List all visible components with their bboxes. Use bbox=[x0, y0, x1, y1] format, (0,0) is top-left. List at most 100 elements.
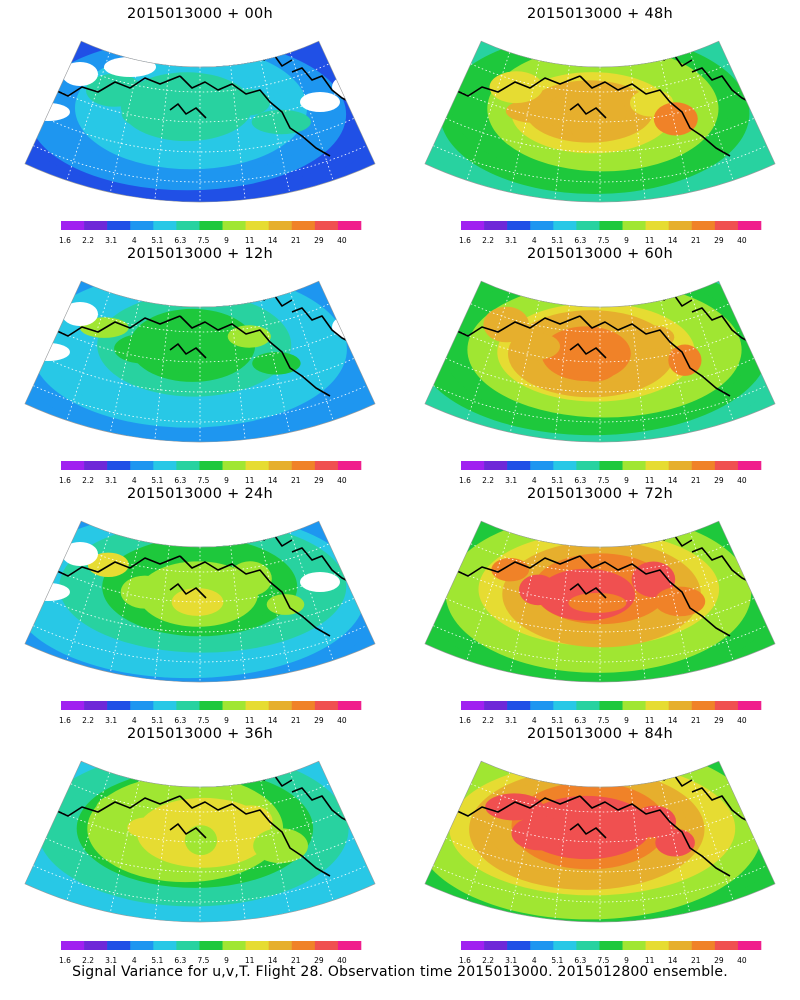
coastline bbox=[179, 795, 331, 877]
map-panel-00h: 2015013000 + 00h 1.6 2.2 3.1 4 5.1 6.3 7.5 9 11 1… bbox=[0, 0, 400, 245]
colorbar-tick-label: 11 bbox=[645, 476, 655, 485]
no-data-patch bbox=[300, 92, 340, 112]
coastline bbox=[569, 343, 607, 359]
colorbar-swatch bbox=[553, 941, 577, 950]
colorbar-swatch bbox=[622, 701, 646, 710]
coastline bbox=[39, 75, 181, 97]
colorbar-tick-label: 40 bbox=[337, 956, 347, 965]
colorbar-swatch bbox=[245, 941, 269, 950]
contour-core bbox=[120, 575, 170, 609]
meridian-line bbox=[260, 60, 290, 193]
contour-core bbox=[184, 825, 218, 856]
contour-core bbox=[653, 102, 698, 136]
colorbar-swatch bbox=[337, 701, 362, 710]
colorbar-tick-label: 6.3 bbox=[574, 716, 586, 725]
colorbar-tick-label: 14 bbox=[268, 716, 278, 725]
colorbar-swatch bbox=[222, 941, 246, 950]
meridian-line bbox=[660, 60, 690, 193]
panel-title: 2015013000 + 00h bbox=[126, 6, 274, 22]
meridian-line bbox=[289, 772, 334, 901]
colorbar-swatch bbox=[691, 221, 716, 230]
map-panel-12h: 2015013000 + 12h 1.6 2.2 3.1 4 5.1 6.3 7.5 9 11 1… bbox=[0, 240, 400, 485]
panel-title: 2015013000 + 60h bbox=[526, 246, 674, 262]
contour-core bbox=[581, 830, 621, 853]
meridian-line bbox=[154, 545, 170, 680]
meridian-line bbox=[230, 545, 246, 680]
latitude-line bbox=[433, 385, 767, 423]
colorbar-swatch bbox=[199, 941, 223, 950]
colorbar-tick-label: 5.1 bbox=[151, 716, 163, 725]
colorbar-tick-label: 2.2 bbox=[82, 716, 94, 725]
colorbar-tick-label: 7.5 bbox=[197, 716, 209, 725]
colorbar-tick-label: 4 bbox=[532, 236, 537, 245]
colorbar-swatch bbox=[737, 221, 762, 230]
meridian-line bbox=[630, 305, 646, 440]
colorbar-tick-label: 21 bbox=[291, 236, 301, 245]
meridian-line bbox=[660, 540, 690, 673]
colorbar-swatch bbox=[130, 941, 154, 950]
contour-core bbox=[86, 73, 143, 107]
colorbar-tick-label: 1.6 bbox=[59, 716, 71, 725]
contour-core bbox=[519, 574, 557, 606]
panel-title: 2015013000 + 24h bbox=[126, 486, 274, 502]
colorbar-swatch bbox=[645, 941, 669, 950]
contour-core bbox=[87, 552, 129, 577]
meridian-line bbox=[630, 785, 646, 920]
map-border bbox=[24, 40, 376, 203]
colorbar-tick-label: 6.3 bbox=[174, 956, 186, 965]
colorbar-swatch bbox=[268, 941, 293, 950]
no-data-patch bbox=[26, 103, 70, 121]
colorbar-swatch bbox=[599, 701, 623, 710]
contour-core bbox=[253, 828, 308, 864]
colorbar-swatch bbox=[222, 701, 246, 710]
colorbar-tick-label: 5.1 bbox=[551, 716, 563, 725]
colorbar: 1.6 2.2 3.1 4 5.1 6.3 7.5 9 11 14 21 29 40 bbox=[459, 701, 762, 725]
map-border bbox=[24, 280, 376, 443]
colorbar-tick-label: 7.5 bbox=[197, 236, 209, 245]
meridian-line bbox=[630, 545, 646, 680]
contour-core bbox=[171, 588, 224, 616]
colorbar-tick-label: 29 bbox=[714, 236, 724, 245]
colorbar-tick-label: 3.1 bbox=[105, 236, 117, 245]
colorbar-tick-label: 40 bbox=[737, 236, 747, 245]
figure-caption: Signal Variance for u,v,T. Flight 28. Ob… bbox=[72, 964, 728, 980]
colorbar-swatch bbox=[576, 221, 600, 230]
colorbar-swatch bbox=[645, 221, 669, 230]
colorbar-swatch bbox=[737, 701, 762, 710]
colorbar-tick-label: 21 bbox=[291, 476, 301, 485]
colorbar-tick-label: 11 bbox=[245, 716, 255, 725]
colorbar-tick-label: 6.3 bbox=[174, 476, 186, 485]
latitude-line bbox=[58, 570, 342, 603]
colorbar-tick-label: 14 bbox=[268, 476, 278, 485]
colorbar-tick-label: 5.1 bbox=[151, 236, 163, 245]
colorbar-tick-label: 14 bbox=[668, 236, 678, 245]
contour-core bbox=[568, 592, 627, 613]
colorbar-tick-label: 1.6 bbox=[59, 236, 71, 245]
latitude-line bbox=[58, 330, 342, 363]
meridian-line bbox=[154, 65, 170, 200]
colorbar-tick-label: 6.3 bbox=[574, 476, 586, 485]
map-border bbox=[424, 520, 776, 683]
meridian-line bbox=[554, 65, 570, 200]
colorbar-tick-label: 7.5 bbox=[197, 956, 209, 965]
colorbar-tick-label: 2.2 bbox=[482, 236, 494, 245]
colorbar-tick-label: 7.5 bbox=[597, 236, 609, 245]
contour-core bbox=[173, 113, 208, 138]
colorbar-tick-label: 1.6 bbox=[459, 956, 471, 965]
colorbar-swatch bbox=[130, 221, 154, 230]
no-data-patch bbox=[332, 315, 368, 339]
colorbar-swatch bbox=[622, 221, 646, 230]
colorbar-tick-label: 2.2 bbox=[482, 476, 494, 485]
latitude-line bbox=[33, 865, 367, 903]
meridian-line bbox=[66, 292, 111, 421]
meridian-line bbox=[554, 305, 570, 440]
coastline bbox=[179, 315, 331, 397]
contour-core bbox=[632, 805, 677, 838]
contour-core bbox=[489, 71, 543, 104]
colorbar-tick-label: 21 bbox=[691, 716, 701, 725]
colorbar-tick-label: 3.1 bbox=[505, 716, 517, 725]
latitude-line bbox=[433, 145, 767, 183]
colorbar: 1.6 2.2 3.1 4 5.1 6.3 7.5 9 11 14 21 29 40 bbox=[459, 221, 762, 245]
colorbar-tick-label: 9 bbox=[224, 476, 229, 485]
colorbar-tick-label: 40 bbox=[337, 716, 347, 725]
